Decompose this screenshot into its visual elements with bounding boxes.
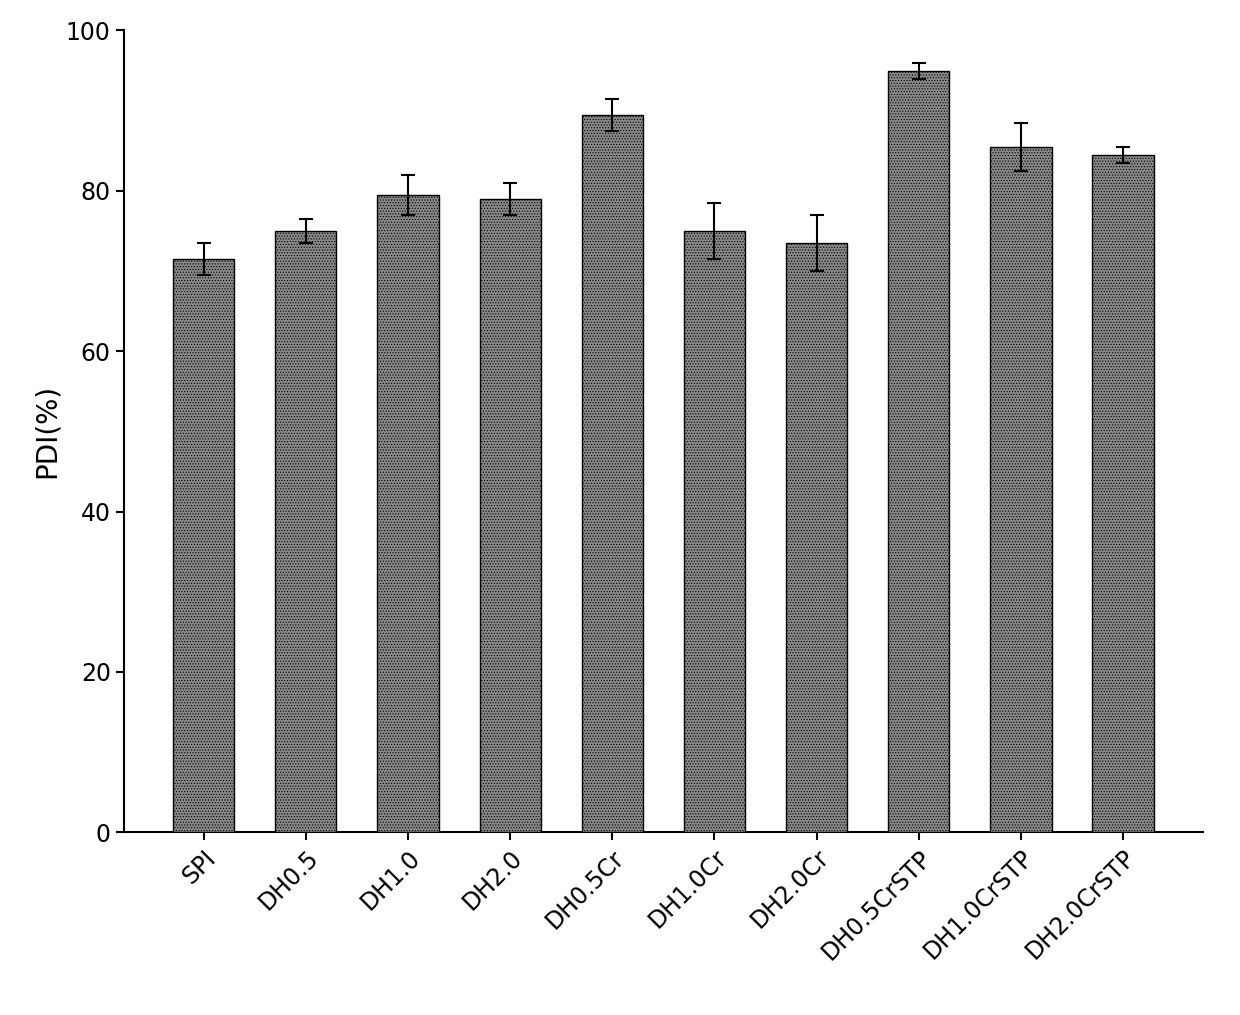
Bar	[480, 199, 541, 832]
Bar	[275, 231, 336, 832]
Bar	[1092, 154, 1153, 832]
Bar	[991, 147, 1052, 832]
Bar	[683, 231, 745, 832]
Bar	[582, 115, 644, 832]
Bar	[174, 259, 234, 832]
Bar	[377, 195, 439, 832]
Y-axis label: PDI(%): PDI(%)	[32, 385, 61, 478]
Bar	[888, 71, 950, 832]
Bar	[786, 243, 847, 832]
